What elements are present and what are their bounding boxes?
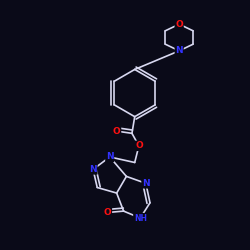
- Text: N: N: [142, 179, 150, 188]
- Text: O: O: [113, 126, 120, 136]
- Text: N: N: [175, 46, 183, 55]
- Text: O: O: [104, 208, 112, 217]
- Text: N: N: [106, 152, 114, 162]
- Text: O: O: [175, 20, 183, 29]
- Text: NH: NH: [134, 214, 147, 222]
- Text: N: N: [89, 165, 97, 174]
- Text: O: O: [135, 141, 143, 150]
